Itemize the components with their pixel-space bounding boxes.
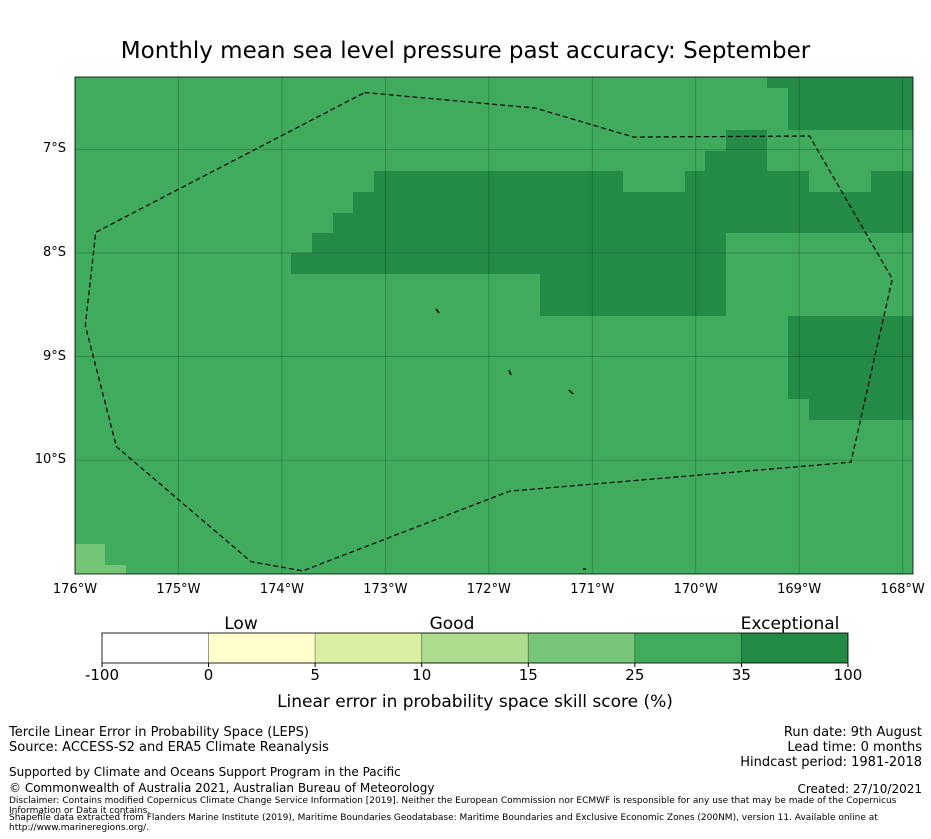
cell-very-good [105, 565, 126, 574]
colorbar-tick-label: 25 [625, 666, 645, 684]
colorbar-tick-label: 100 [833, 666, 863, 684]
cell-exceptional [374, 171, 623, 192]
colorbar-tick-label: 5 [310, 666, 320, 684]
colorbar-tick-label: 10 [412, 666, 432, 684]
lat-tick-label: 8°S [42, 245, 66, 261]
colorbar-segment [634, 632, 742, 664]
colorbar-segment [208, 632, 316, 664]
footer-lead-time: Lead time: 0 months [787, 740, 922, 755]
lon-tick-label: 170°W [673, 582, 718, 597]
colorbar-segment [741, 632, 849, 664]
footer-run-date: Run date: 9th August [783, 725, 922, 740]
island [508, 369, 512, 376]
cell-exceptional [788, 316, 913, 399]
cell-exceptional [353, 192, 913, 213]
map-title: Monthly mean sea level pressure past acc… [120, 38, 811, 64]
colorbar-tick-label: 0 [203, 666, 214, 684]
island [568, 389, 574, 395]
category-good: Good [429, 614, 475, 634]
category-exceptional: Exceptional [740, 614, 840, 634]
cell-exceptional [333, 213, 913, 233]
island [435, 308, 440, 314]
cell-exceptional [312, 233, 726, 253]
cell-exceptional [871, 171, 913, 192]
islands [435, 308, 586, 570]
lon-tick-label: 176°W [52, 582, 98, 597]
colorbar-segment [314, 632, 423, 664]
cell-base [75, 77, 913, 574]
colorbar-segment [421, 632, 529, 664]
lat-tick-label: 9°S [42, 348, 66, 364]
lon-tick-label: 174°W [259, 582, 304, 597]
cell-exceptional [685, 171, 809, 192]
colorbar-tick-label: 35 [731, 666, 751, 684]
cell-exceptional [705, 151, 767, 171]
footer-disclaimer: Disclaimer: Contains modified Copernicus… [9, 796, 897, 816]
map-frame [74, 76, 914, 575]
cell-exceptional [809, 399, 913, 420]
cell-very-good [75, 544, 105, 574]
cell-exceptional [767, 77, 913, 88]
footer-support: Supported by Climate and Oceans Support … [9, 765, 401, 779]
cell-exceptional [726, 130, 767, 151]
footer-shapefile: Shapefile data extracted from Flanders M… [9, 813, 878, 833]
footer-created: Created: 27/10/2021 [797, 782, 922, 796]
lon-tick-label: 175°W [156, 582, 201, 597]
cell-exceptional [788, 88, 913, 130]
colorbar-frame [101, 632, 849, 664]
category-low: Low [224, 614, 258, 634]
eez-boundary [84, 91, 893, 572]
colorbar-segment [527, 632, 636, 664]
skill-cells [75, 77, 913, 574]
footer-hindcast: Hindcast period: 1981-2018 [740, 755, 922, 770]
cell-exceptional [291, 253, 726, 274]
footer-source: Source: ACCESS-S2 and ERA5 Climate Reana… [9, 740, 329, 755]
colorbar-tick-label: 15 [518, 666, 538, 684]
footer-method: Tercile Linear Error in Probability Spac… [9, 725, 309, 740]
colorbar-segment [101, 632, 209, 664]
lon-tick-label: 172°W [466, 582, 511, 597]
lon-tick-label: 169°W [777, 582, 822, 597]
lat-tick-label: 7°S [42, 141, 66, 157]
colorbar [101, 632, 849, 667]
cell-exceptional [540, 274, 726, 316]
colorbar-label: Linear error in probability space skill … [277, 692, 673, 712]
colorbar-tick-label: -100 [84, 666, 120, 684]
lon-tick-label: 173°W [363, 582, 408, 597]
lon-tick-label: 168°W [880, 582, 925, 597]
footer-copyright: © Commonwealth of Australia 2021, Austra… [9, 781, 435, 795]
lat-tick-label: 10°S [34, 452, 66, 468]
lon-tick-label: 171°W [570, 582, 615, 597]
